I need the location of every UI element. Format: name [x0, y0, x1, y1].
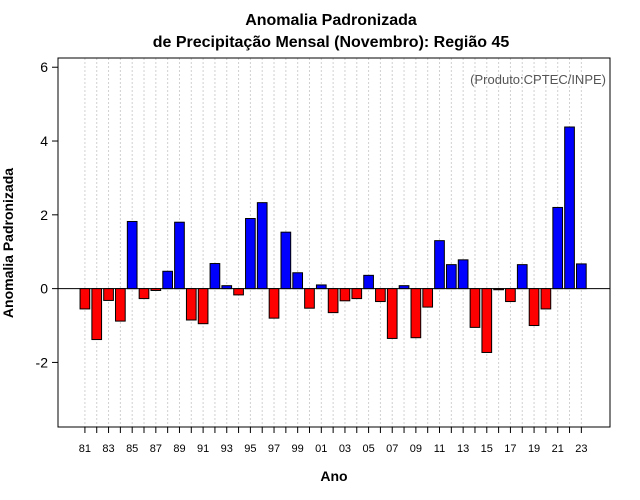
x-tick-label: 95: [244, 443, 256, 455]
bar-1992: [209, 263, 221, 290]
x-tick-label: 93: [221, 443, 233, 455]
bar-2007: [386, 288, 398, 339]
x-tick-label: 21: [552, 443, 564, 455]
bar-2018: [516, 264, 528, 290]
x-tick-label: 11: [434, 443, 445, 455]
x-tick-label: 13: [457, 443, 469, 455]
x-tick-label: 89: [173, 443, 185, 455]
source-annotation: (Produto:CPTEC/INPE): [470, 72, 606, 87]
bar-1983: [103, 288, 114, 301]
x-tick-label: 15: [481, 443, 493, 455]
bar-2017: [505, 288, 516, 303]
bar-2011: [434, 240, 445, 290]
bar-2009: [410, 288, 422, 339]
x-tick-label: 17: [504, 443, 516, 455]
y-tick-label: 4: [40, 133, 48, 149]
y-axis-title: Anomalia Padronizada: [0, 168, 16, 318]
y-tick-label: 2: [40, 207, 48, 223]
bar-1982: [91, 288, 103, 341]
bar-1996: [256, 202, 268, 290]
bar-2014: [469, 288, 481, 328]
bar-2020: [540, 288, 552, 310]
bar-2021: [552, 206, 564, 290]
bar-2006: [375, 288, 386, 303]
x-tick-label: 81: [79, 443, 91, 455]
x-tick-label: 83: [102, 443, 114, 455]
x-tick-label: 85: [126, 443, 138, 455]
bar-1986: [138, 288, 150, 300]
chart-title: Anomalia Padronizada: [245, 12, 417, 29]
bar-1998: [280, 231, 292, 290]
bar-2013: [457, 259, 469, 290]
bar-2022: [564, 126, 575, 290]
y-tick-label: -2: [36, 354, 49, 370]
y-tick-label: 6: [40, 59, 48, 75]
bar-1990: [185, 288, 197, 321]
bar-1994: [233, 288, 244, 296]
x-tick-label: 97: [268, 443, 280, 455]
bar-2001: [315, 284, 327, 290]
bars: [79, 126, 587, 353]
plot-frame: [57, 57, 611, 428]
bar-1993: [221, 285, 233, 290]
x-tick-label: 09: [410, 443, 422, 455]
bar-2002: [327, 288, 339, 314]
y-tick-label: 0: [40, 281, 48, 297]
bar-1989: [174, 221, 185, 290]
bar-2004: [351, 288, 363, 300]
x-axis-title: Ano: [320, 468, 347, 484]
grid-lines: [84, 58, 582, 427]
x-tick-label: 07: [386, 443, 398, 455]
bar-2003: [339, 288, 351, 302]
bar-2000: [304, 288, 315, 309]
bar-2019: [528, 288, 540, 327]
y-axis: -2 0 2 4 6: [36, 59, 58, 370]
x-tick-label: 91: [197, 443, 209, 455]
x-axis: 81 83 85 87 89 91 93 95 97 99 01 03 05 07 09 11 13 15 17 19…: [79, 427, 587, 455]
bar-1984: [115, 288, 126, 322]
bar-1997: [268, 288, 280, 319]
bar-2023: [576, 263, 587, 290]
bar-2016: [493, 288, 504, 291]
x-tick-label: 23: [575, 443, 587, 455]
bar-2015: [481, 288, 493, 353]
bar-1991: [197, 288, 209, 325]
x-tick-label: 01: [315, 443, 327, 455]
bar-2012: [445, 264, 457, 290]
x-tick-label: 99: [292, 443, 304, 455]
bar-1995: [245, 218, 256, 290]
chart-subtitle: de Precipitação Mensal (Novembro): Regiã…: [153, 34, 510, 51]
x-tick-label: 05: [362, 443, 374, 455]
bar-2008: [398, 285, 410, 290]
bar-1981: [79, 288, 91, 310]
x-tick-label: 03: [339, 443, 351, 455]
bar-2010: [422, 288, 434, 308]
x-tick-label: 87: [150, 443, 162, 455]
x-tick-label: 19: [528, 443, 540, 455]
bar-2005: [363, 274, 374, 290]
bar-1985: [126, 220, 138, 290]
bar-1988: [162, 270, 173, 290]
bar-1999: [292, 272, 304, 290]
bar-1987: [150, 288, 162, 291]
